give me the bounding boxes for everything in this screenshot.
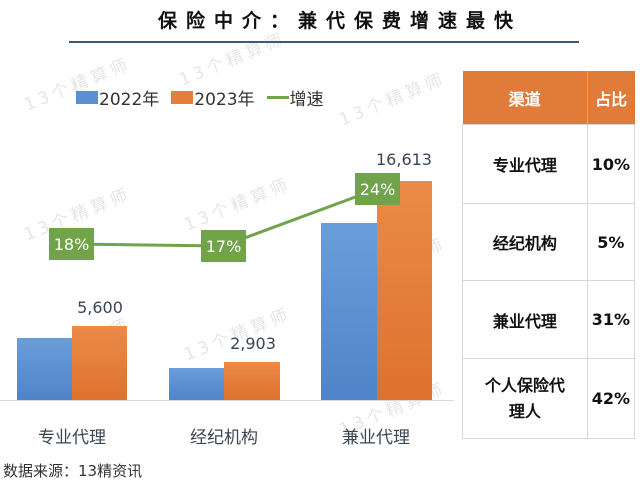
bar-2023-jingji [224,362,280,400]
table-cell-channel: 经纪机构 [462,203,588,281]
legend-item-2023: 2023年 [171,85,255,110]
legend-label-2022: 2022年 [99,89,160,110]
value-label-jingji-2023: 2,903 [230,334,276,353]
value-label-jianye-2023: 16,613 [376,150,432,169]
table-cell-channel: 兼业代理 [462,280,588,359]
table-row: 兼业代理 31% [462,280,636,359]
table-row: 个人保险代理人 42% [462,358,636,439]
legend: 2022年 2023年 增速 [76,85,336,110]
bar-2022-jianye [321,223,377,400]
bar-2023-jianye [377,181,432,400]
bar-2022-jingji [169,368,224,400]
legend-item-2022: 2022年 [76,85,159,110]
table-cell-channel: 个人保险代理人 [462,358,588,439]
table-cell-share: 10% [586,124,636,204]
legend-label-2023: 2023年 [194,89,255,110]
channel-share-table: 渠道 占比 专业代理 10% 经纪机构 5% 兼业代理 31% 个人保险代理人 … [462,71,636,439]
table-header-row: 渠道 占比 [462,71,635,125]
table-header-channel: 渠道 [462,71,588,125]
title-underline [69,41,579,43]
data-source-note: 数据来源：13精资讯 [3,462,143,480]
table-row: 经纪机构 5% [462,203,636,281]
growth-label-jianye: 24% [355,173,400,205]
legend-swatch-2023 [171,90,194,104]
table-cell-share: 42% [586,358,636,439]
bar-2023-zhuanye [72,326,127,400]
legend-item-growth: 增速 [266,85,324,110]
legend-label-growth: 增速 [289,89,324,110]
growth-label-zhuanye: 18% [49,228,94,260]
growth-label-jingji: 17% [201,230,246,262]
chart-title: 保险中介：兼代保费增速最快 [157,10,522,32]
x-label-jianye: 兼业代理 [342,428,410,448]
table-cell-share: 31% [586,280,636,359]
x-axis-line [0,400,454,401]
value-label-zhuanye-2023: 5,600 [77,298,123,317]
bar-2022-zhuanye [17,338,72,400]
legend-line-growth [266,95,289,99]
legend-swatch-2022 [76,90,98,104]
table-cell-channel: 专业代理 [462,124,588,204]
x-label-zhuanye: 专业代理 [38,428,106,448]
table-header-share: 占比 [587,71,635,125]
table-cell-share: 5% [586,203,636,281]
table-row: 专业代理 10% [462,124,636,204]
x-label-jingji: 经纪机构 [190,428,258,448]
growth-line [71,187,378,248]
